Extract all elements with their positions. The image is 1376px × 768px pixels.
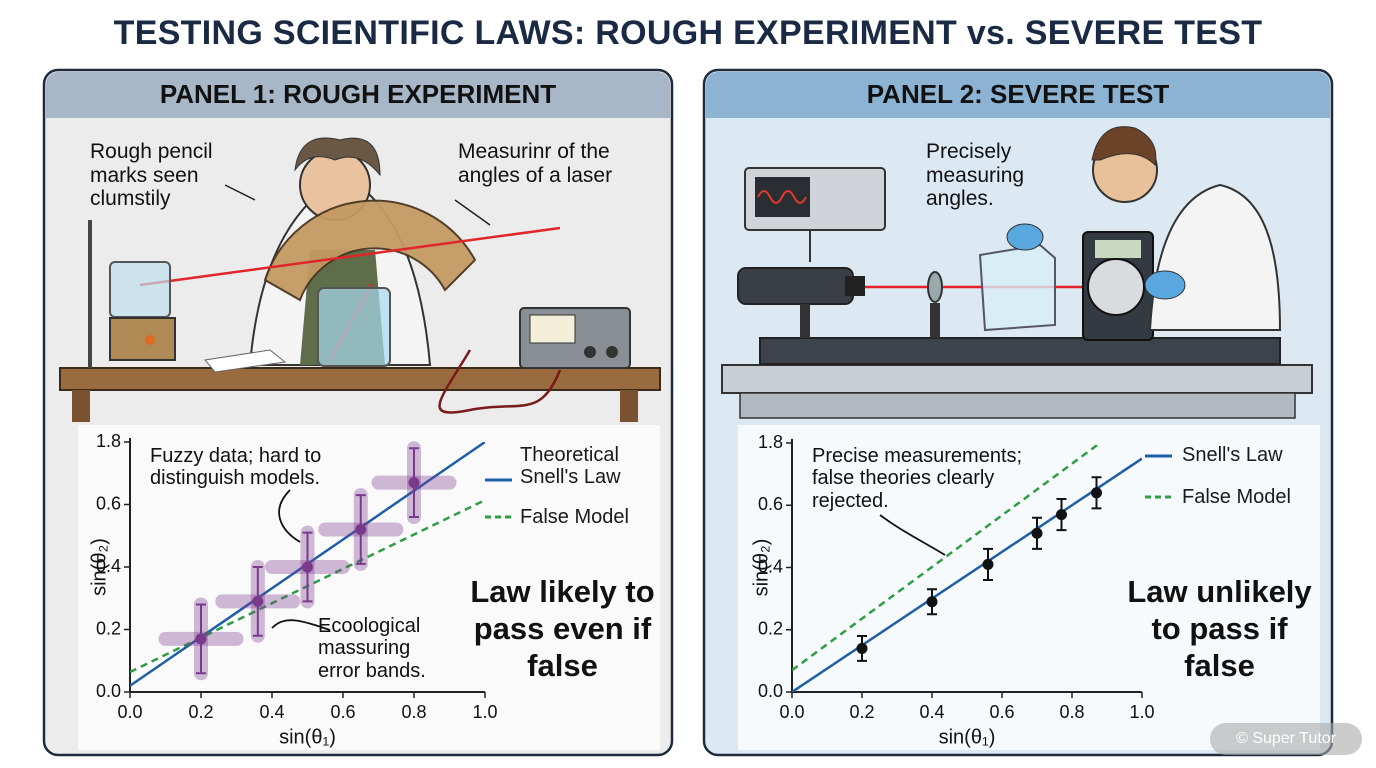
chart-bg xyxy=(78,425,660,750)
scene-label: Measurinr of the angles of a laser xyxy=(458,140,613,187)
data-point xyxy=(1091,487,1102,499)
precise-scene xyxy=(721,126,1313,419)
chart-bg xyxy=(738,425,1320,750)
rough-scene xyxy=(59,137,661,422)
x-tick-label: 0.2 xyxy=(849,702,874,722)
scene-label: Precisely measuring angles. xyxy=(926,140,1025,211)
x-tick-label: 1.0 xyxy=(472,702,497,722)
data-point xyxy=(252,595,264,607)
y-tick-label: 0.2 xyxy=(758,619,783,639)
annotation: Ecoological massuring error bands. xyxy=(318,615,426,682)
x-tick-label: 0.8 xyxy=(401,702,426,722)
data-point xyxy=(856,642,868,654)
y-tick-label: 0.4 xyxy=(96,556,121,576)
x-tick-label: 0.6 xyxy=(330,702,355,722)
series-line xyxy=(792,457,1142,692)
data-point xyxy=(1031,527,1043,539)
annotation-arrow xyxy=(879,514,946,556)
panel-header: PANEL 1: ROUGH EXPERIMENT xyxy=(159,79,557,109)
data-point xyxy=(926,596,938,608)
data-point xyxy=(302,561,313,573)
panel-header-bg xyxy=(706,72,1330,118)
watermark: © Super Tutor xyxy=(1210,723,1362,755)
series-line xyxy=(792,443,1101,672)
y-tick-label: 0.6 xyxy=(96,493,121,513)
panel-header: PANEL 2: SEVERE TEST xyxy=(866,79,1170,109)
legend-label: False Model xyxy=(520,506,629,528)
legend-label: False Model xyxy=(1182,486,1291,508)
y-tick-label: 0.6 xyxy=(758,494,783,514)
legend-label: Snell's Law xyxy=(1182,444,1283,466)
annotation-arrow xyxy=(271,619,331,631)
y-axis-label: sin(θ₂) xyxy=(88,538,110,596)
y-tick-label: 0.4 xyxy=(758,556,783,576)
verdict: Law unlikely to pass if false xyxy=(1127,574,1312,684)
legend-label: Theoretical Snell's Law xyxy=(520,444,621,489)
data-point xyxy=(1056,509,1067,521)
verdict: Law likely to pass even if false xyxy=(470,574,655,684)
x-tick-label: 0.4 xyxy=(259,702,284,722)
panel-header-bg xyxy=(46,72,670,118)
y-tick-label: 0.0 xyxy=(96,681,121,701)
x-tick-label: 0.4 xyxy=(919,702,944,722)
y-tick-label: 0.2 xyxy=(96,618,121,638)
x-tick-label: 1.0 xyxy=(1129,702,1154,722)
annotation: Precise measurements; false theories cle… xyxy=(812,445,1023,512)
x-tick-label: 0.6 xyxy=(989,702,1014,722)
y-tick-label: 1.8 xyxy=(758,432,783,452)
x-tick-label: 0.0 xyxy=(117,702,142,722)
data-point xyxy=(982,558,994,570)
annotation: Fuzzy data; hard to distinguish models. xyxy=(150,445,322,490)
data-point xyxy=(355,524,367,535)
annotation-arrow xyxy=(278,489,301,543)
x-tick-label: 0.8 xyxy=(1059,702,1084,722)
y-tick-label: 0.0 xyxy=(758,681,783,701)
x-axis-label: sin(θ₁) xyxy=(279,726,336,748)
y-tick-label: 1.8 xyxy=(96,431,121,451)
x-axis-label: sin(θ₁) xyxy=(939,726,996,748)
y-axis-label: sin(θ₂) xyxy=(750,539,772,597)
scene-label: Rough pencil marks seen clumstily xyxy=(90,140,213,211)
x-tick-label: 0.2 xyxy=(188,702,213,722)
data-point xyxy=(408,477,420,489)
x-tick-label: 0.0 xyxy=(779,702,804,722)
data-point xyxy=(195,633,207,645)
page-title: TESTING SCIENTIFIC LAWS: ROUGH EXPERIMEN… xyxy=(113,14,1263,52)
